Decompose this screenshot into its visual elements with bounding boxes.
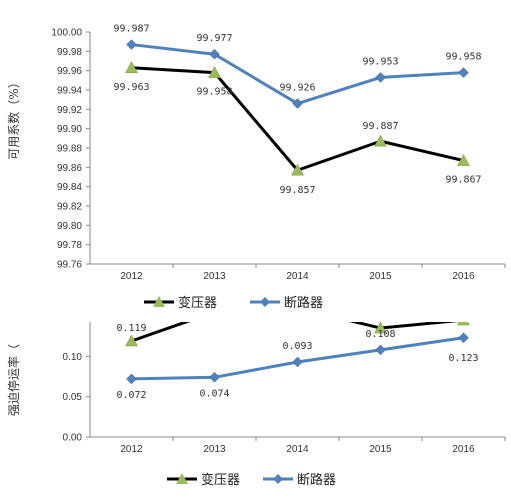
legend-marker-triangle xyxy=(153,296,165,307)
data-label: 99.926 xyxy=(279,83,315,94)
series-breaker xyxy=(126,332,469,385)
data-point-diamond xyxy=(375,72,386,83)
data-label: 99.887 xyxy=(362,121,398,132)
data-point-diamond xyxy=(458,332,469,344)
legend-item-transformer: 变压器 xyxy=(167,472,240,488)
y-axis-label: 可用系数（%） xyxy=(6,76,21,159)
data-label: 0.093 xyxy=(282,341,312,352)
y-tick-label: 99.88 xyxy=(57,144,82,155)
data-label: 99.953 xyxy=(362,56,398,67)
data-point-triangle xyxy=(125,61,138,74)
series-line xyxy=(131,43,464,106)
y-tick-label: 0.00 xyxy=(63,433,83,444)
legend-label: 断路器 xyxy=(297,472,336,488)
y-tick-label: 99.90 xyxy=(57,124,82,135)
x-tick-label: 2014 xyxy=(286,444,309,455)
data-label: 0.108 xyxy=(365,329,395,340)
data-label: 99.958 xyxy=(445,52,481,63)
x-tick-label: 2013 xyxy=(203,444,226,455)
y-tick-label: 99.94 xyxy=(57,86,82,97)
legend-item-transformer: 变压器 xyxy=(144,295,217,311)
legend-item-breaker: 断路器 xyxy=(250,295,323,311)
forced-outage-chart: 0.00 0.05 0.10 2012 2013 2014 2015 2016 强迫停运率（ 0.… xyxy=(6,322,506,488)
data-point-diamond xyxy=(292,356,303,368)
series-breaker xyxy=(126,39,469,109)
data-point-diamond xyxy=(458,67,469,78)
y-tick-label: 99.98 xyxy=(57,47,82,58)
x-tick-label: 2014 xyxy=(286,271,309,282)
x-tick-label: 2013 xyxy=(203,271,226,282)
y-tick-label: 99.96 xyxy=(57,66,82,77)
data-point-diamond xyxy=(126,373,137,385)
data-point-triangle xyxy=(208,66,221,78)
y-tick-label: 0.10 xyxy=(63,352,83,363)
data-point-triangle xyxy=(374,134,387,147)
data-point-triangle xyxy=(125,334,138,347)
data-label: 0.074 xyxy=(199,388,229,399)
data-label: 0.119 xyxy=(116,323,146,334)
x-tick-label: 2016 xyxy=(452,444,475,455)
legend-marker-triangle xyxy=(176,473,188,484)
y-tick-label: 99.80 xyxy=(57,221,82,232)
legend-label: 变压器 xyxy=(201,472,240,488)
data-label: 99.857 xyxy=(279,185,315,196)
y-axis-label: 强迫停运率（ xyxy=(6,344,21,416)
x-tick-label: 2012 xyxy=(120,271,143,282)
y-tick-label: 99.86 xyxy=(57,163,82,174)
y-tick-label: 100.00 xyxy=(51,28,82,39)
data-point-triangle xyxy=(457,322,470,326)
data-label: 99.977 xyxy=(196,33,232,44)
y-tick-label: 99.78 xyxy=(57,240,82,251)
x-tick-label: 2015 xyxy=(369,444,392,455)
y-tick-label: 99.92 xyxy=(57,105,82,116)
series-line xyxy=(131,322,459,343)
legend-item-breaker: 断路器 xyxy=(263,472,336,488)
y-tick-label: 99.84 xyxy=(57,182,82,193)
data-label: 99.987 xyxy=(113,24,149,35)
data-label: 99.867 xyxy=(445,175,481,186)
legend-label: 断路器 xyxy=(284,295,323,311)
legend-marker-diamond xyxy=(260,297,270,307)
y-tick-label: 99.76 xyxy=(57,260,82,271)
availability-chart: 99.76 99.78 99.80 99.82 99.84 99.86 99.88 99.90… xyxy=(6,24,506,311)
data-point-diamond xyxy=(375,344,386,356)
data-point-diamond xyxy=(292,98,303,109)
y-tick-label: 99.82 xyxy=(57,202,82,213)
data-point-diamond xyxy=(209,371,220,383)
x-tick-label: 2015 xyxy=(369,271,392,282)
data-point-triangle xyxy=(457,154,470,166)
data-label: 0.123 xyxy=(448,353,478,364)
data-point-diamond xyxy=(126,39,137,50)
y-tick-label: 0.05 xyxy=(63,392,83,403)
data-point-triangle xyxy=(291,163,304,176)
data-label: 99.958 xyxy=(196,87,232,98)
legend-marker-diamond xyxy=(273,474,283,484)
series-transformer xyxy=(125,61,470,176)
data-point-diamond xyxy=(209,48,220,60)
data-point-triangle xyxy=(374,322,387,334)
x-tick-label: 2016 xyxy=(452,271,475,282)
series-transformer xyxy=(125,322,470,347)
legend-label: 变压器 xyxy=(178,295,217,311)
data-label: 0.072 xyxy=(116,390,146,401)
data-label: 99.963 xyxy=(113,82,149,93)
x-tick-label: 2012 xyxy=(120,444,143,455)
